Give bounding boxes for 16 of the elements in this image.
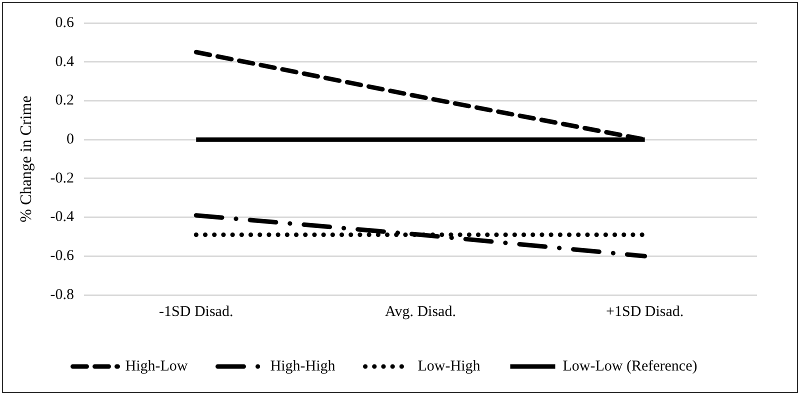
y-tick-label: 0.6 bbox=[55, 14, 74, 31]
x-tick-label: Avg. Disad. bbox=[384, 304, 456, 320]
y-tick-label: -0.4 bbox=[50, 209, 74, 226]
x-tick-label: -1SD Disad. bbox=[159, 304, 234, 320]
y-tick-label: -0.2 bbox=[50, 170, 74, 186]
legend-label: High-High bbox=[270, 358, 336, 374]
legend-label: Low-High bbox=[418, 358, 481, 374]
y-axis-title: % Change in Crime bbox=[18, 96, 35, 222]
y-tick-label: 0 bbox=[66, 132, 74, 148]
y-tick-label: 0.2 bbox=[55, 92, 74, 109]
legend-label: Low-Low (Reference) bbox=[562, 358, 698, 374]
x-tick-label: +1SD Disad. bbox=[606, 304, 684, 320]
y-tick-label: -0.6 bbox=[50, 248, 74, 264]
y-tick-label: 0.4 bbox=[55, 54, 74, 70]
y-tick-label: -0.8 bbox=[50, 286, 74, 303]
legend-label: High-Low bbox=[125, 358, 188, 374]
